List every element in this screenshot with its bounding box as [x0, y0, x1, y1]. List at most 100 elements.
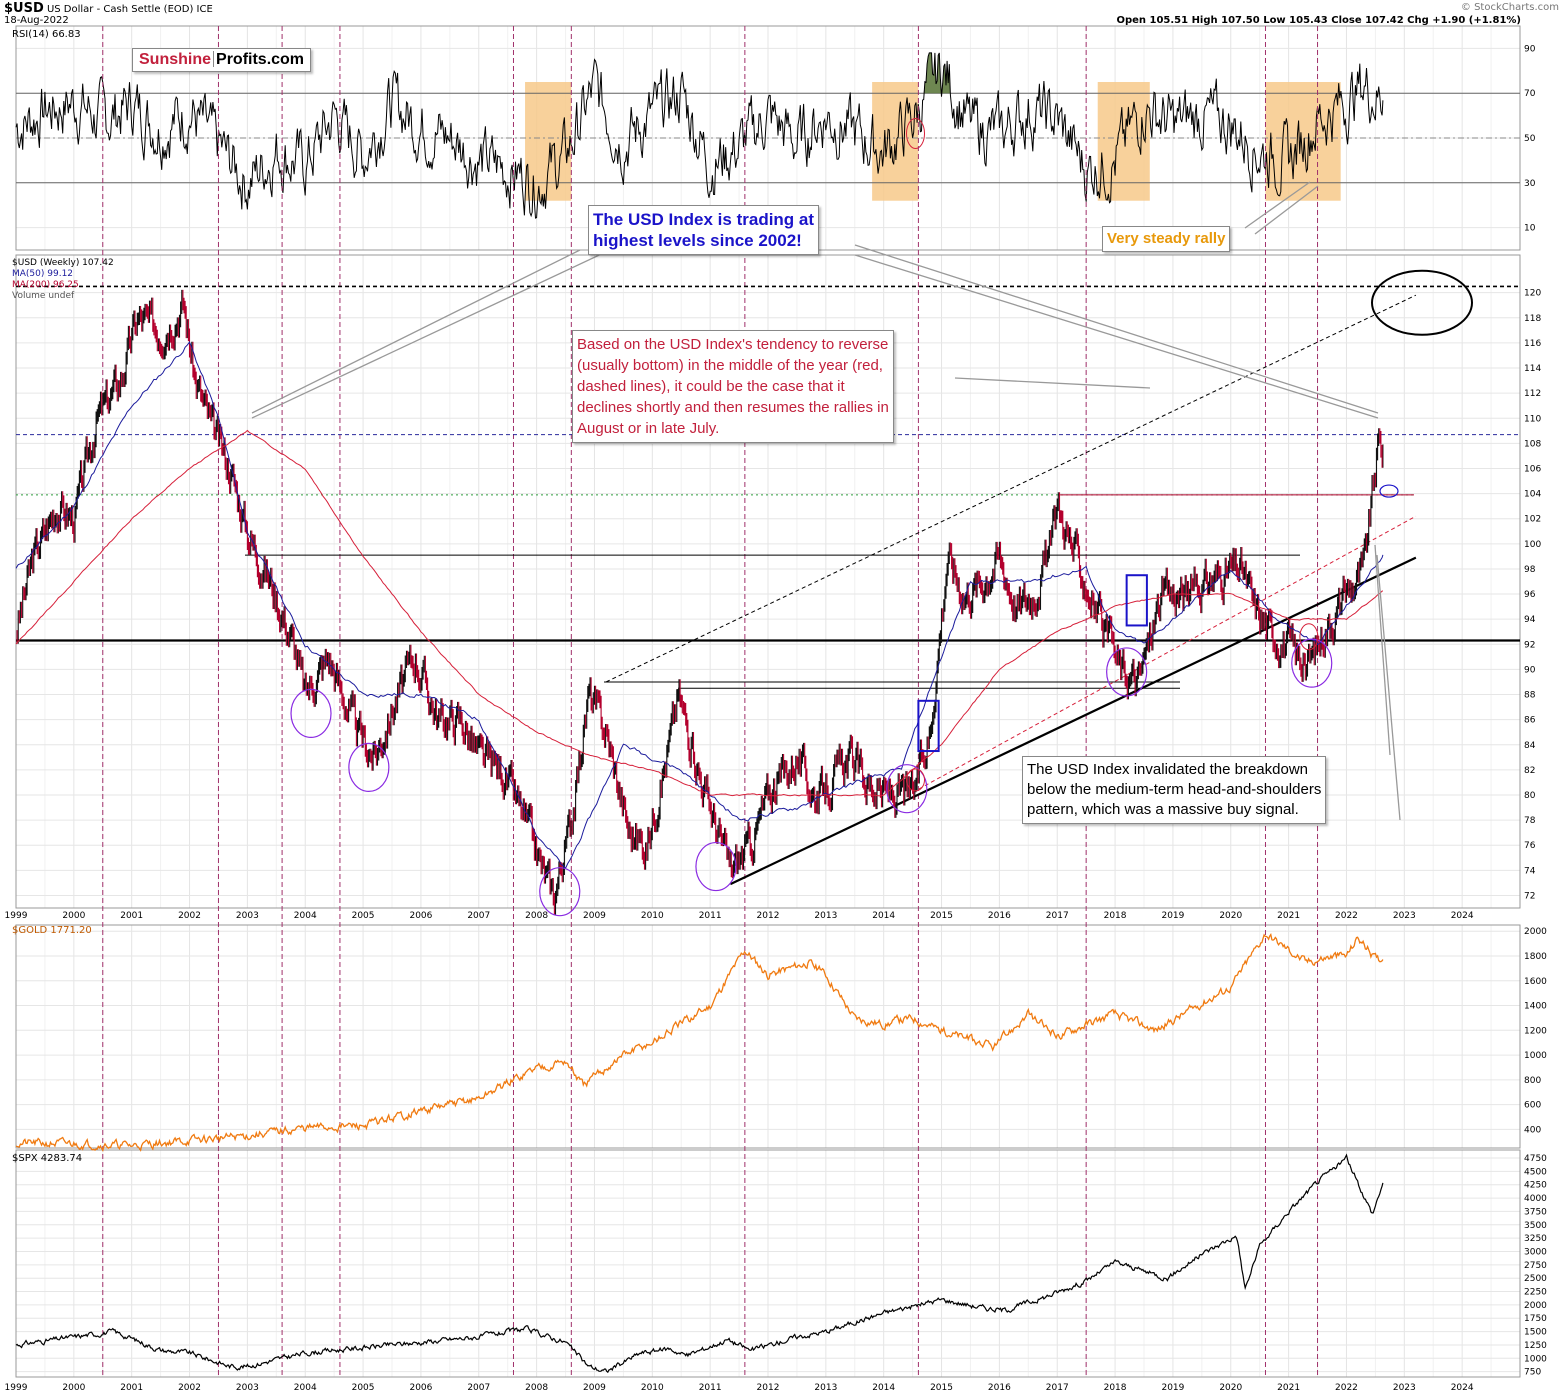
- usd-tick-label: 98: [1524, 565, 1536, 575]
- usd-tick-label: 86: [1524, 716, 1536, 726]
- spx-year-label: 2014: [872, 1383, 895, 1393]
- usd-tick-label: 108: [1524, 439, 1541, 449]
- usd-year-label: 2022: [1335, 911, 1358, 921]
- pointer-2022: [854, 244, 1379, 414]
- rsi-highlight-box: [872, 82, 919, 201]
- annotation-red-line-5: August or in late July.: [577, 420, 720, 437]
- spx-year-label: 2006: [409, 1383, 432, 1393]
- usd-legend: $USD (Weekly) 107.42: [12, 258, 114, 268]
- annotation-blue-line-1: The USD Index is trading at: [593, 210, 815, 229]
- spx-tick-label: 1250: [1524, 1341, 1547, 1351]
- spx-year-label: 2024: [1451, 1383, 1474, 1393]
- usd-year-label: 2021: [1277, 911, 1300, 921]
- usd-panel-frame: [15, 254, 1521, 909]
- spx-tick-label: 2500: [1524, 1274, 1547, 1284]
- rsi-red-circle: [906, 118, 926, 150]
- spx-tick-label: 3250: [1524, 1234, 1547, 1244]
- usd-year-label: 2006: [409, 911, 432, 921]
- spx-tick-label: 2750: [1524, 1261, 1547, 1271]
- red-dashed-channel-line: [912, 515, 1417, 793]
- usd-year-label: 2017: [1046, 911, 1069, 921]
- spx-year-label: 2007: [467, 1383, 490, 1393]
- pointer-hs: [1374, 544, 1391, 756]
- usd-tick-label: 84: [1524, 741, 1536, 751]
- usd-tick-label: 102: [1524, 515, 1541, 525]
- bottom-circle: [695, 841, 737, 892]
- spx-tick-label: 2250: [1524, 1288, 1547, 1298]
- pointer-2002: [251, 249, 581, 414]
- usd-tick-label: 112: [1524, 389, 1541, 399]
- rsi-tick-label: 10: [1524, 224, 1536, 234]
- spx-year-label: 2022: [1335, 1383, 1358, 1393]
- pointer-steady-rally: [1244, 181, 1311, 229]
- usd-year-label: 1999: [5, 911, 28, 921]
- spx-tick-label: 4500: [1524, 1167, 1547, 1177]
- pointer-mid-year: [954, 377, 1151, 389]
- gold-tick-label: 1400: [1524, 1002, 1547, 1012]
- spx-tick-label: 2000: [1524, 1301, 1547, 1311]
- pointer-steady-rally-b: [1254, 185, 1319, 235]
- annotation-highest-levels: The USD Index is trading at highest leve…: [588, 205, 820, 255]
- red-circle-2014: [906, 768, 926, 792]
- gold-tick-label: 1600: [1524, 977, 1547, 987]
- gold-tick-label: 800: [1524, 1076, 1541, 1086]
- usd-year-label: 2012: [757, 911, 780, 921]
- usd-year-label: 2015: [930, 911, 953, 921]
- usd-year-label: 2010: [641, 911, 664, 921]
- usd-year-label: 2011: [699, 911, 722, 921]
- annotation-red-line-2: (usually bottom) in the middle of the ye…: [577, 357, 883, 374]
- usd-tick-label: 90: [1524, 665, 1536, 675]
- gold-tick-label: 400: [1524, 1125, 1541, 1135]
- rsi-highlight-box: [1265, 82, 1341, 201]
- usd-year-label: 2005: [352, 911, 375, 921]
- spx-year-label: 2023: [1393, 1383, 1416, 1393]
- usd-year-label: 2014: [872, 911, 895, 921]
- bottom-circle: [886, 764, 928, 814]
- annotation-red-line-3: dashed lines), it could be the case that…: [577, 378, 845, 395]
- red-circle-2021: [1299, 623, 1319, 651]
- annotation-black-line-2: below the medium-term head-and-shoulders: [1027, 781, 1322, 798]
- usd-tick-label: 120: [1524, 289, 1541, 299]
- logo-part-2: Profits.com: [216, 51, 305, 68]
- usd-year-label: 2004: [294, 911, 317, 921]
- spx-year-label: 2016: [988, 1383, 1011, 1393]
- usd-year-label: 2016: [988, 911, 1011, 921]
- spx-year-label: 2013: [814, 1383, 837, 1393]
- spx-tick-label: 4750: [1524, 1154, 1547, 1164]
- symbol-description: US Dollar - Cash Settle (EOD) ICE: [46, 4, 213, 15]
- spx-year-label: 1999: [5, 1383, 28, 1393]
- usd-year-label: 2001: [120, 911, 143, 921]
- bottom-circle: [1106, 647, 1148, 697]
- logo-part-1: Sunshine: [139, 51, 212, 68]
- rsi-line: [15, 52, 1384, 219]
- spx-year-label: 2017: [1046, 1383, 1069, 1393]
- gold-tick-label: 1000: [1524, 1051, 1547, 1061]
- spx-tick-label: 3750: [1524, 1207, 1547, 1217]
- gold-panel-frame: [15, 924, 1521, 1149]
- bottom-circle: [539, 867, 581, 917]
- usd-tick-label: 118: [1524, 314, 1541, 324]
- usd-year-label: 2003: [236, 911, 259, 921]
- usd-tick-label: 100: [1524, 540, 1541, 550]
- annotation-steady-rally: Very steady rally: [1102, 226, 1231, 252]
- spx-tick-label: 1750: [1524, 1314, 1547, 1324]
- rsi-tick-label: 30: [1524, 179, 1536, 189]
- sunshine-profits-logo: Sunshine Profits.com: [132, 48, 312, 72]
- spx-tick-label: 1000: [1524, 1354, 1547, 1364]
- usd-up-bars: [17, 289, 1384, 915]
- spx-tick-label: 1500: [1524, 1328, 1547, 1338]
- volume-legend: Volume undef: [12, 291, 75, 301]
- ma200-legend: MA(200) 96.25: [12, 280, 79, 290]
- annotation-mid-year-reversal: Based on the USD Index's tendency to rev…: [572, 330, 894, 443]
- rising-support-line: [729, 556, 1417, 886]
- usd-tick-label: 88: [1524, 691, 1536, 701]
- rsi-legend: RSI(14) 66.83: [12, 29, 81, 40]
- usd-year-label: 2009: [583, 911, 606, 921]
- usd-tick-label: 94: [1524, 615, 1536, 625]
- spx-year-label: 2004: [294, 1383, 317, 1393]
- pointer-2002-b: [251, 249, 611, 419]
- rsi-overbought-fill: [919, 52, 959, 94]
- gold-legend: $GOLD 1771.20: [12, 925, 92, 936]
- usd-tick-label: 104: [1524, 490, 1541, 500]
